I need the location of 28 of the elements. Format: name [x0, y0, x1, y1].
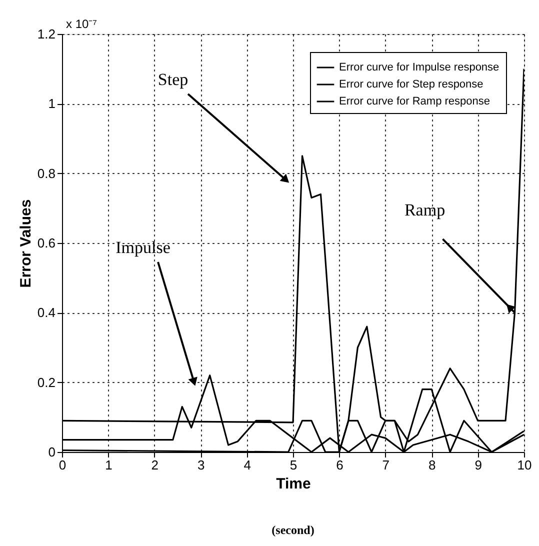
legend-label: Error curve for Impulse response — [339, 62, 500, 74]
x-tick-label: 5 — [290, 458, 298, 472]
legend-label: Error curve for Step response — [339, 78, 484, 90]
x-tick-label: 7 — [382, 458, 390, 472]
x-tick-label: 10 — [517, 458, 532, 472]
y-tick-label: 0.2 — [37, 374, 56, 390]
x-tick-label: 1 — [105, 458, 112, 472]
x-tick-label: 6 — [336, 458, 344, 472]
y-tick-label: 0.8 — [37, 166, 56, 181]
y-tick-label: 1 — [48, 96, 56, 112]
y-tick-label: 0.4 — [37, 305, 56, 320]
x-tick-label: 3 — [197, 458, 205, 472]
legend-label: Error curve for Ramp response — [339, 96, 490, 108]
x-tick-label: 4 — [244, 458, 251, 472]
text: x 10⁻⁷ — [66, 17, 98, 31]
annotation: Step — [158, 70, 188, 89]
annotation: Impulse — [116, 238, 170, 257]
x-tick-label: 9 — [474, 458, 482, 472]
x-axis-title: Time — [276, 476, 311, 492]
x-tick-label: 2 — [151, 458, 159, 472]
text: (second) — [272, 523, 314, 537]
y-tick-label: 0.6 — [37, 236, 56, 250]
x-tick-label: 8 — [428, 458, 436, 472]
y-tick-label: 1.2 — [37, 26, 56, 42]
x-tick-label: 0 — [58, 458, 66, 472]
annotation: Ramp — [404, 200, 446, 220]
y-axis-title: Error Values — [17, 199, 34, 288]
y-tick-label: 0 — [48, 444, 56, 460]
